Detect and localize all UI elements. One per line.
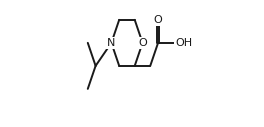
Text: O: O [154,15,162,25]
Text: OH: OH [175,38,192,48]
Text: N: N [107,38,116,48]
Text: O: O [138,38,147,48]
